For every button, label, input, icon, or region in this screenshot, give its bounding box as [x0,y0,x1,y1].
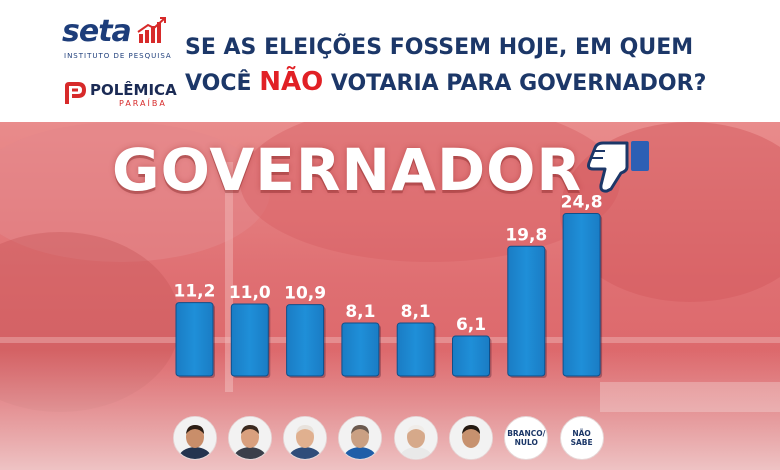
panel-fade [0,350,780,470]
header: seta INSTITUTO DE PESQUISA POLÊMICA PARA… [0,0,780,122]
bar-6 [452,335,490,377]
value-label-6: 6,1 [456,315,486,335]
bar-chart: 11,2 11,0 10,9 8,1 8,1 6,1 19,8 24,8 [174,193,603,378]
chart-panel: GOVERNADOR 11,2 11,0 10,9 8,1 8,1 6,1 19,8 24,8 [0,122,780,470]
candidate-avatar-5 [393,416,438,460]
category-label-8: NÃO SABE [559,416,604,460]
value-label-7: 19,8 [505,225,547,245]
candidate-avatar-6 [449,416,493,460]
polemica-logo: POLÊMICA PARAÍBA [64,80,177,110]
rising-bars-icon [137,17,166,43]
candidate-avatar-1 [172,416,217,460]
value-label-1: 11,2 [174,282,216,302]
bar-1 [175,302,214,377]
candidate-avatar-4 [338,416,383,460]
headline-highlight: NÃO [259,67,324,97]
value-label-8: 24,8 [561,193,603,213]
headline-line-1: SE AS ELEIÇÕES FOSSEM HOJE, EM QUEM [185,35,694,60]
category-label-text-8: NÃO SABE [570,429,593,447]
headline-line-2-before: VOCÊ [185,71,260,96]
value-label-5: 8,1 [401,302,431,322]
candidate-avatar-2 [227,416,272,460]
value-label-3: 10,9 [284,284,326,304]
category-label-text-7: BRANCO/NULO [507,429,546,447]
seta-logo-subtitle: INSTITUTO DE PESQUISA [64,52,172,60]
headline: SE AS ELEIÇÕES FOSSEM HOJE, EM QUEM VOCÊ… [185,30,745,101]
bar-5 [396,322,435,377]
headline-line-2: VOCÊ NÃO VOTARIA PARA GOVERNADOR? [185,65,745,101]
bar-8 [562,213,601,377]
bar-7 [507,245,546,377]
polemica-logo-subtitle: PARAÍBA [119,99,167,108]
bar-2 [230,303,269,377]
candidate-avatar-3 [283,416,328,460]
value-label-4: 8,1 [345,302,375,322]
seta-logo-word: seta [62,14,132,49]
value-label-2: 11,0 [229,283,271,303]
polemica-p-icon [65,82,86,104]
bar-3 [286,304,325,377]
headline-line-2-after: VOTARIA PARA GOVERNADOR? [323,71,707,96]
polemica-logo-word: POLÊMICA [90,81,177,99]
category-label-7: BRANCO/NULO [504,416,549,460]
chart-title: GOVERNADOR [112,136,583,204]
bar-4 [341,322,380,377]
thumbs-down-icon [587,141,649,193]
seta-logo: seta INSTITUTO DE PESQUISA [62,14,172,64]
